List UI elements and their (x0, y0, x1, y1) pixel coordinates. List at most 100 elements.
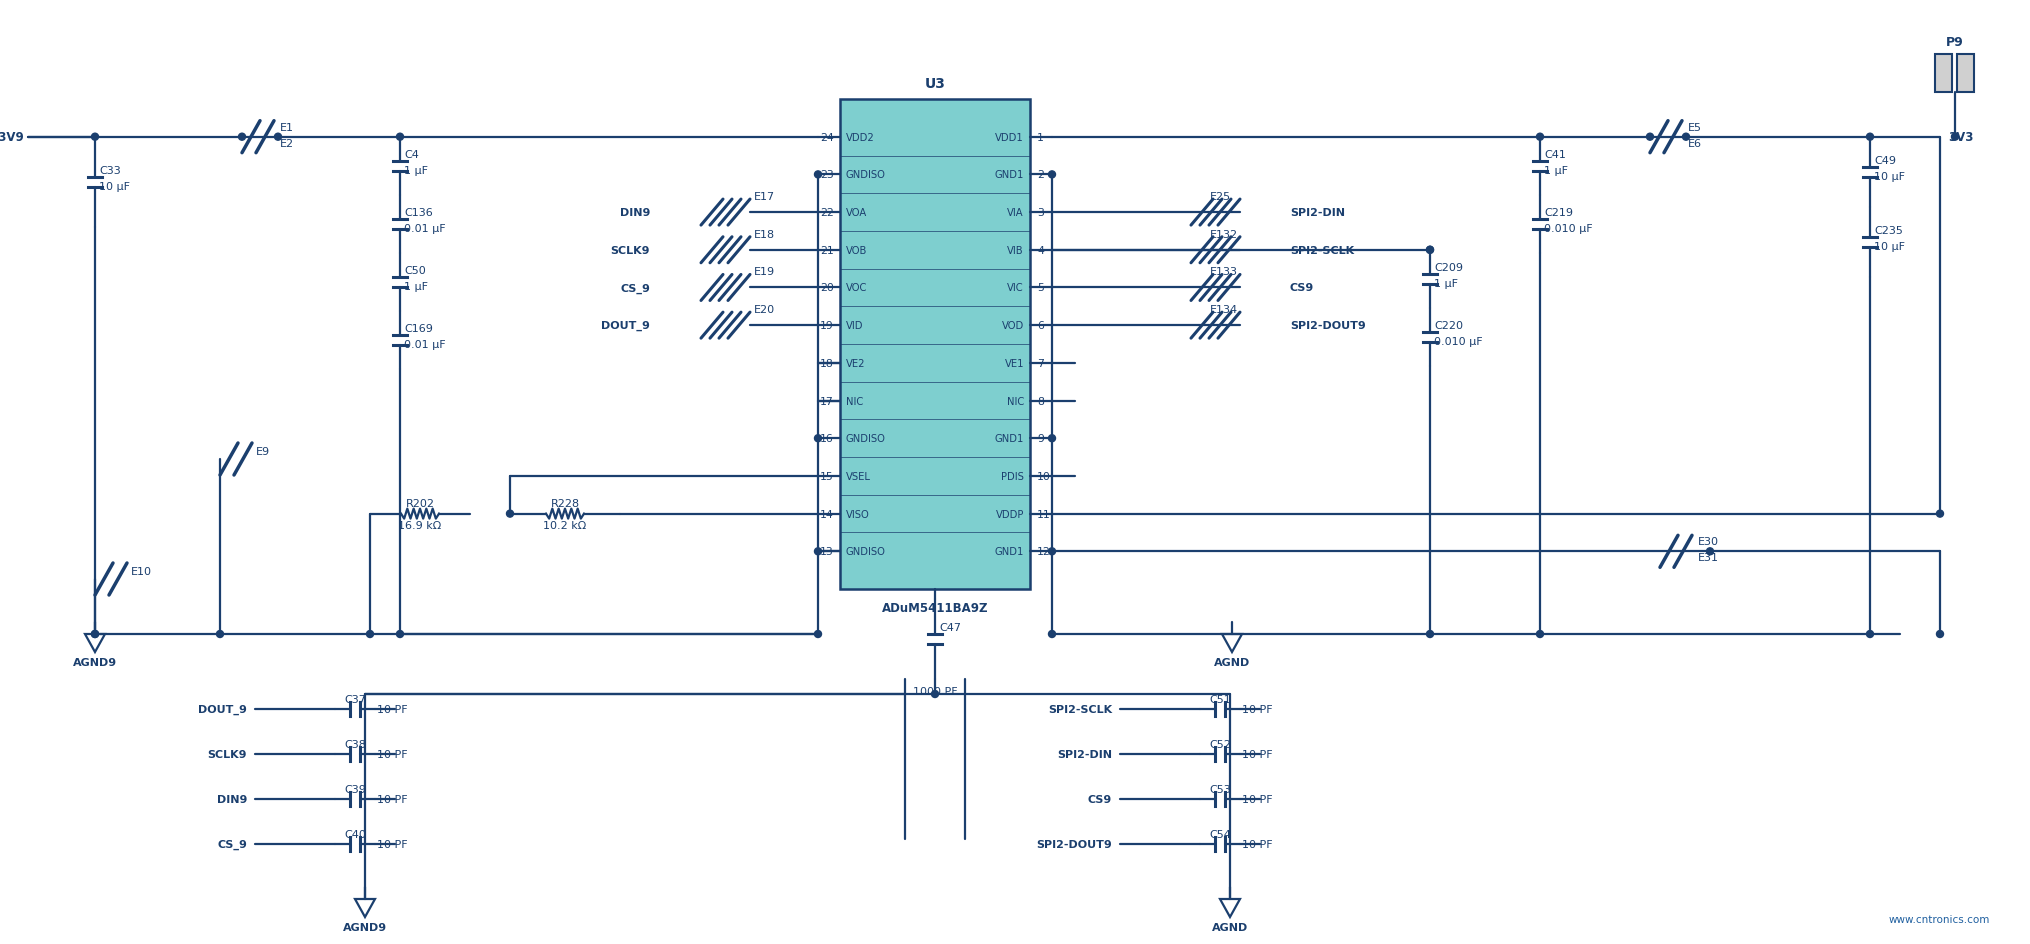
Text: R228: R228 (550, 498, 579, 508)
Text: 10 PF: 10 PF (1242, 794, 1273, 804)
Text: C49: C49 (1874, 156, 1896, 165)
Text: 10 PF: 10 PF (1242, 839, 1273, 849)
Circle shape (1050, 172, 1056, 178)
Circle shape (814, 631, 822, 638)
Circle shape (1050, 548, 1056, 555)
Text: E133: E133 (1210, 267, 1238, 278)
Circle shape (508, 511, 514, 517)
Circle shape (396, 631, 404, 638)
Text: DIN9: DIN9 (217, 794, 248, 804)
Text: VOC: VOC (847, 283, 867, 294)
Text: E30: E30 (1697, 537, 1719, 547)
Text: 19: 19 (820, 321, 834, 330)
Text: CS_9: CS_9 (619, 283, 650, 294)
Text: AGND9: AGND9 (73, 657, 118, 667)
Text: VIA: VIA (1007, 208, 1023, 218)
Text: U3: U3 (924, 76, 946, 91)
Circle shape (91, 134, 99, 141)
Text: VDDP: VDDP (995, 509, 1023, 519)
Text: E18: E18 (753, 229, 775, 240)
Text: 13: 13 (820, 547, 834, 557)
Circle shape (367, 631, 374, 638)
Text: C53: C53 (1210, 784, 1230, 794)
Circle shape (814, 435, 822, 442)
Text: 10.2 kΩ: 10.2 kΩ (544, 520, 587, 530)
Text: 16.9 kΩ: 16.9 kΩ (398, 520, 443, 530)
Text: 14: 14 (820, 509, 834, 519)
Text: C169: C169 (404, 324, 432, 333)
Text: VISO: VISO (847, 509, 869, 519)
Text: 9: 9 (1037, 434, 1043, 444)
Text: VOD: VOD (1001, 321, 1023, 330)
Text: GNDISO: GNDISO (847, 547, 885, 557)
Text: 1 μF: 1 μF (404, 281, 428, 292)
Text: GND1: GND1 (995, 547, 1023, 557)
Text: VE1: VE1 (1005, 359, 1023, 368)
Text: VDD2: VDD2 (847, 132, 875, 143)
Text: SPI2-DIN: SPI2-DIN (1058, 750, 1112, 759)
Text: 10 μF: 10 μF (1874, 242, 1904, 251)
Text: 4: 4 (1037, 245, 1043, 256)
Text: 1: 1 (1037, 132, 1043, 143)
Text: www.cntronics.com: www.cntronics.com (1888, 914, 1989, 924)
Text: C220: C220 (1433, 320, 1464, 330)
Text: C41: C41 (1545, 149, 1565, 160)
Circle shape (1937, 631, 1943, 638)
Circle shape (1646, 134, 1654, 141)
Bar (1935, 55, 1953, 93)
Text: VSEL: VSEL (847, 471, 871, 481)
Text: E5: E5 (1689, 123, 1701, 132)
Text: C40: C40 (343, 829, 365, 839)
Text: 24: 24 (820, 132, 834, 143)
Circle shape (91, 631, 99, 638)
Text: 3: 3 (1037, 208, 1043, 218)
Text: DIN9: DIN9 (619, 208, 650, 218)
Text: 7: 7 (1037, 359, 1043, 368)
Text: GND1: GND1 (995, 434, 1023, 444)
Text: C51: C51 (1210, 694, 1230, 704)
Text: 5: 5 (1037, 283, 1043, 294)
Text: VOA: VOA (847, 208, 867, 218)
Text: 22: 22 (820, 208, 834, 218)
Text: NIC: NIC (1007, 396, 1023, 406)
Text: 1 μF: 1 μF (1433, 278, 1458, 289)
Text: 17: 17 (820, 396, 834, 406)
Circle shape (932, 691, 938, 698)
Text: AGND9: AGND9 (343, 922, 388, 932)
Circle shape (1866, 134, 1874, 141)
Text: GNDISO: GNDISO (847, 434, 885, 444)
Circle shape (1951, 134, 1959, 141)
Text: C235: C235 (1874, 226, 1902, 235)
Text: SPI2-DOUT9: SPI2-DOUT9 (1035, 839, 1112, 849)
Text: CS_9: CS_9 (217, 839, 248, 850)
Circle shape (1427, 247, 1433, 254)
Circle shape (396, 134, 404, 141)
Text: 1 μF: 1 μF (1545, 165, 1567, 176)
Text: E25: E25 (1210, 192, 1230, 202)
Text: NIC: NIC (847, 396, 863, 406)
Text: 10 PF: 10 PF (378, 704, 408, 715)
Circle shape (217, 631, 223, 638)
Text: E17: E17 (753, 192, 775, 202)
Text: 12: 12 (1037, 547, 1052, 557)
Text: C47: C47 (940, 622, 960, 632)
Text: 2: 2 (1037, 170, 1043, 180)
Text: GNDISO: GNDISO (847, 170, 885, 180)
Text: 10: 10 (1037, 471, 1052, 481)
Text: 6: 6 (1037, 321, 1043, 330)
Text: C52: C52 (1210, 739, 1230, 750)
Text: 15: 15 (820, 471, 834, 481)
Bar (840, 100, 1029, 589)
Circle shape (1427, 631, 1433, 638)
Text: DOUT_9: DOUT_9 (199, 704, 248, 715)
Text: C33: C33 (99, 165, 120, 176)
Text: CS9: CS9 (1289, 283, 1313, 294)
Text: R202: R202 (406, 498, 434, 508)
Text: E19: E19 (753, 267, 775, 278)
Circle shape (274, 134, 282, 141)
Text: E134: E134 (1210, 305, 1238, 314)
Circle shape (1937, 511, 1943, 517)
Circle shape (238, 134, 246, 141)
Text: 10 μF: 10 μF (1874, 172, 1904, 181)
Circle shape (1683, 134, 1689, 141)
